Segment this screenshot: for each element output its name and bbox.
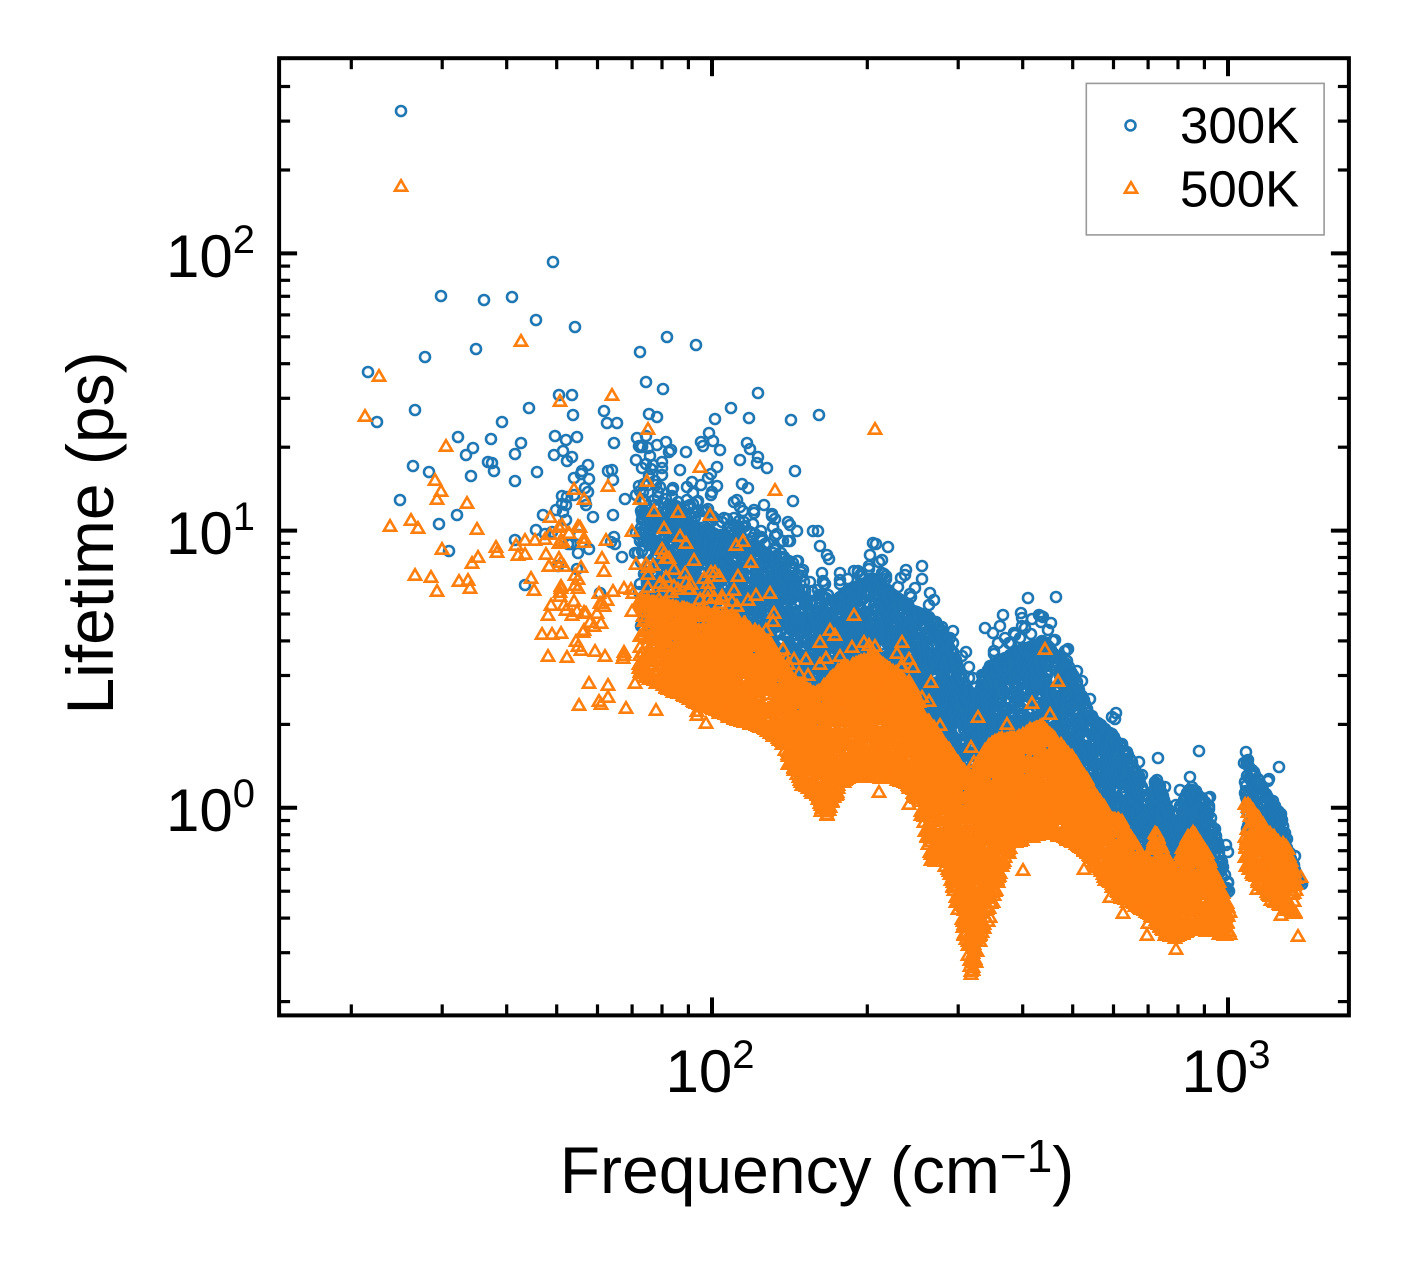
svg-text:101: 101 (166, 495, 255, 567)
svg-text:Frequency (cm−1): Frequency (cm−1) (560, 1130, 1075, 1207)
svg-text:103: 103 (1182, 1033, 1271, 1105)
svg-text:300K: 300K (1180, 97, 1299, 154)
svg-text:500K: 500K (1180, 160, 1299, 217)
svg-text:Lifetime (ps): Lifetime (ps) (53, 351, 127, 714)
